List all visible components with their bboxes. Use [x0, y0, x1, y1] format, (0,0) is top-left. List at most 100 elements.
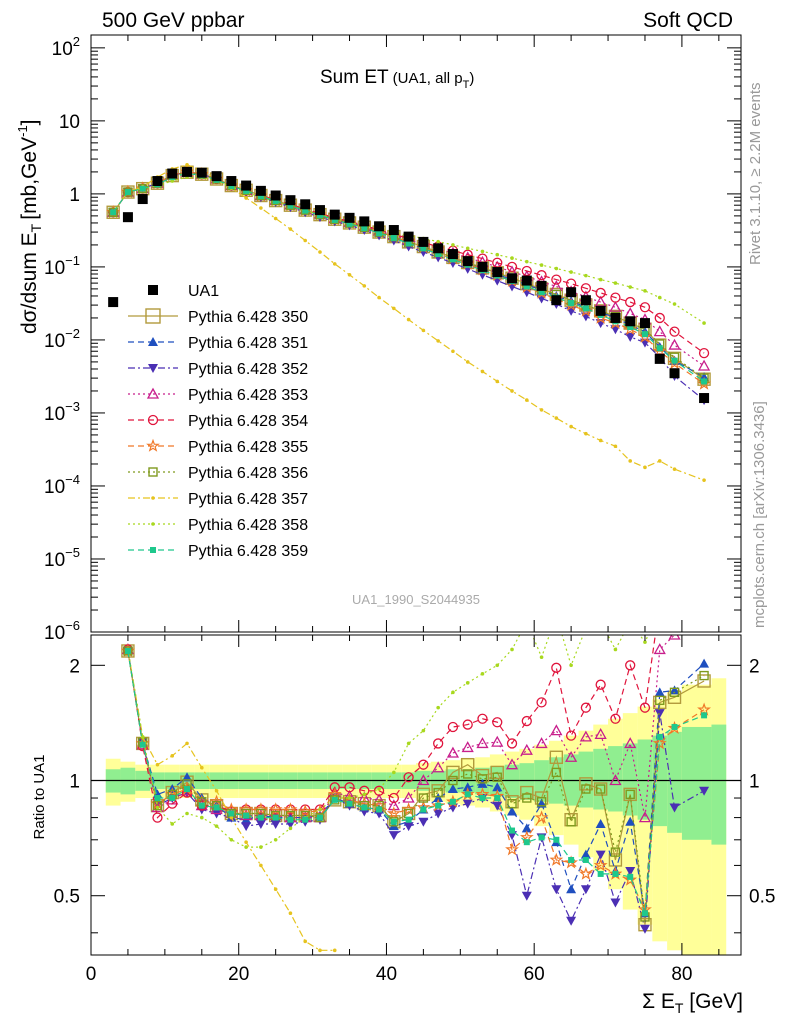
- data-point: [613, 444, 618, 449]
- data-point: [303, 939, 308, 944]
- data-point: [373, 785, 385, 796]
- data-point: [492, 717, 503, 728]
- data-point: [346, 800, 353, 807]
- data-point: [462, 256, 473, 267]
- data-point: [625, 296, 636, 308]
- data-point: [627, 324, 634, 331]
- data-point: [625, 332, 636, 342]
- data-point: [273, 216, 278, 221]
- data-point: [432, 761, 445, 773]
- data-point: [613, 647, 618, 652]
- data-point: [446, 765, 460, 780]
- header-right: Soft QCD: [643, 9, 733, 32]
- y-tick-label: 10−6: [44, 618, 80, 644]
- data-point: [594, 728, 607, 740]
- data-point: [462, 719, 473, 730]
- data-point: [140, 735, 145, 739]
- data-point: [536, 280, 547, 291]
- data-point: [418, 236, 429, 247]
- data-point: [672, 467, 677, 471]
- legend-label: Pythia 6.428 357: [188, 491, 308, 508]
- x-axis-label: Σ ET [GeV]: [642, 990, 743, 1016]
- legend-entry: Pythia 6.428 352: [128, 361, 308, 378]
- data-point: [185, 163, 189, 167]
- data-point: [523, 283, 530, 290]
- stat-band-bin: [711, 724, 727, 845]
- data-point: [655, 695, 665, 706]
- data-point: [139, 741, 146, 748]
- legend-entry: Pythia 6.428 350: [128, 308, 308, 326]
- data-point: [654, 709, 665, 719]
- data-point: [244, 840, 248, 844]
- data-point: [507, 273, 518, 284]
- data-point: [522, 793, 532, 803]
- data-point: [656, 345, 663, 352]
- data-point: [361, 804, 368, 811]
- data-point: [199, 815, 204, 820]
- data-point: [302, 816, 309, 823]
- data-point: [464, 791, 471, 798]
- data-point: [392, 770, 396, 775]
- data-point: [610, 312, 621, 323]
- data-point: [451, 690, 455, 695]
- ratio-y-tick-label-right: 2: [749, 656, 760, 677]
- legend-label: Pythia 6.428 353: [188, 387, 308, 404]
- data-point: [300, 199, 311, 210]
- data-point: [446, 746, 460, 758]
- data-point: [491, 735, 504, 747]
- data-point: [598, 277, 603, 282]
- data-point: [124, 189, 131, 196]
- data-point: [581, 784, 591, 794]
- data-point: [701, 378, 708, 385]
- data-point: [507, 798, 517, 809]
- data-point: [388, 831, 399, 841]
- series-line: [112, 172, 705, 382]
- legend: UA1 Pythia 6.428 350 Pythia 6.428 351 Pythi…: [128, 283, 308, 560]
- data-point: [433, 243, 444, 254]
- data-point: [569, 663, 573, 668]
- stat-band-bin: [578, 751, 594, 808]
- legend-label: UA1: [188, 283, 219, 300]
- x-tick-label: 0: [86, 964, 97, 985]
- y-tick-label: 10−4: [44, 472, 80, 498]
- data-point: [214, 824, 219, 828]
- data-point: [316, 212, 323, 219]
- ratio-y-axis-label: Ratio to UA1: [31, 754, 48, 839]
- data-point: [209, 794, 224, 808]
- data-point: [288, 911, 293, 916]
- data-point: [331, 796, 338, 803]
- data-point: [597, 870, 604, 877]
- data-point: [568, 856, 575, 863]
- data-point: [507, 806, 518, 816]
- data-point: [244, 196, 248, 200]
- data-point: [539, 263, 544, 267]
- data-point: [170, 822, 175, 826]
- data-point: [329, 209, 340, 220]
- data-point: [124, 647, 131, 654]
- y-tick-label: 1: [69, 185, 80, 206]
- data-point: [654, 687, 665, 697]
- data-point: [243, 187, 250, 194]
- data-point: [377, 295, 381, 300]
- data-point: [405, 816, 412, 823]
- ratio-y-tick-label-right: 1: [749, 772, 760, 793]
- data-point: [506, 261, 518, 273]
- ratio-line: [127, 650, 705, 918]
- stat-band-bin: [519, 763, 535, 800]
- data-point: [579, 777, 593, 791]
- stat-band-bin: [667, 731, 682, 833]
- data-point: [421, 728, 426, 733]
- data-point: [403, 231, 414, 242]
- data-point: [170, 754, 175, 758]
- legend-label: Pythia 6.428 351: [188, 335, 308, 352]
- data-point: [610, 898, 621, 908]
- data-point: [595, 287, 606, 299]
- data-point: [652, 736, 667, 750]
- data-point: [403, 772, 414, 783]
- data-point: [699, 670, 709, 681]
- rivet-version-label: Rivet 3.1.10, ≥ 2.2M events: [747, 83, 764, 266]
- data-point: [638, 811, 652, 823]
- data-point: [654, 353, 665, 364]
- ratio-y-tick-label: 1: [69, 772, 80, 793]
- data-point: [148, 364, 158, 373]
